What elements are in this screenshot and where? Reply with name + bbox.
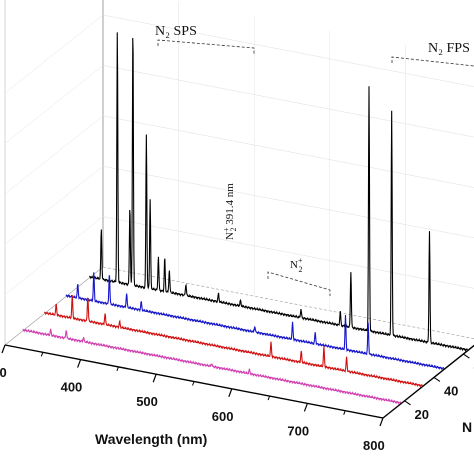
x-tick-mark	[152, 373, 157, 383]
spectrum-trace	[22, 328, 402, 405]
depth-tick-mark	[433, 376, 441, 382]
chart-axes: 300400500600700800204060	[0, 39, 474, 453]
spectra-traces	[22, 32, 468, 405]
x-tick-mark	[379, 417, 384, 427]
depth-tick-label: 40	[444, 383, 458, 398]
spectrum-trace	[44, 294, 423, 388]
depth-axis-line	[382, 344, 474, 419]
ion-band-bracket	[267, 271, 331, 296]
x-tick-mark	[1, 344, 6, 354]
x-tick-label: 500	[136, 394, 158, 409]
x-minor-tick	[192, 381, 195, 386]
annotation-n2-sps: N₂ SPS	[155, 24, 197, 39]
chart-back-walls	[4, 0, 474, 346]
x-minor-tick	[267, 395, 271, 401]
depth-tick-mark	[404, 400, 411, 406]
annotation-ion-band: N+ 2	[290, 256, 303, 274]
x-tick-label: 300	[0, 365, 7, 380]
x-minor-tick	[40, 352, 44, 357]
x-axis-label: Wavelength (nm)	[95, 431, 207, 447]
depth-tick-label: 20	[415, 407, 429, 422]
x-tick-mark	[303, 403, 308, 412]
annotation-n2-fps: N₂ FPS	[428, 41, 470, 56]
x-tick-mark	[77, 359, 82, 368]
x-minor-tick	[343, 410, 346, 415]
x-tick-label: 700	[287, 423, 309, 438]
spectrum-trace	[89, 32, 468, 352]
x-tick-label: 600	[212, 409, 234, 424]
depth-axis-label: N	[462, 419, 472, 435]
depth-tick-mark	[463, 353, 470, 359]
spectrum-trace	[65, 272, 445, 371]
x-tick-label: 400	[61, 380, 83, 395]
x-tick-label: 800	[363, 438, 385, 453]
sps-bracket	[157, 39, 255, 54]
chart-grid	[4, 1, 474, 326]
fps-bracket	[391, 56, 474, 67]
x-tick-mark	[228, 388, 233, 398]
annotation-ion-line: N+2 391.4 nm	[222, 183, 238, 240]
x-minor-tick	[116, 366, 119, 372]
